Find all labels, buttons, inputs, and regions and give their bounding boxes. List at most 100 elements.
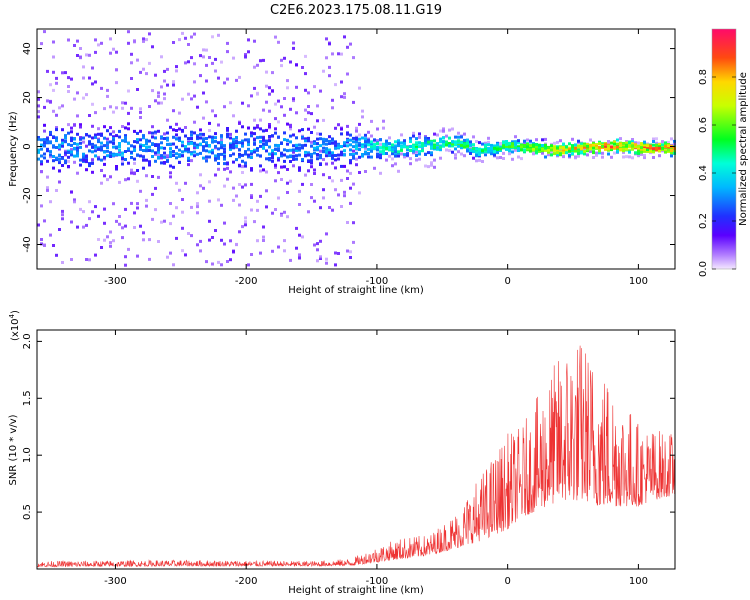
spectrogram-cell — [172, 80, 175, 84]
spectrogram-cell — [145, 149, 148, 153]
spectrogram-cell — [418, 152, 421, 156]
spectrogram-cell — [184, 134, 187, 138]
spectrogram-cell — [358, 86, 361, 90]
spectrogram-cell — [142, 39, 145, 43]
spectrogram-cell — [142, 166, 145, 170]
spectrogram-cell — [235, 194, 238, 198]
spectrogram-cell — [295, 111, 298, 115]
spectrogram-cell — [271, 156, 274, 160]
spectrogram-cell — [244, 132, 247, 136]
spectrogram-cell — [79, 125, 82, 129]
spectrogram-cell — [346, 177, 349, 180]
spectrogram-cell — [472, 147, 475, 150]
spectrogram-cell — [286, 168, 289, 171]
snr-x-tick-label: -300 — [104, 576, 127, 587]
spectrogram-cell — [199, 249, 202, 253]
spectrogram-cell — [202, 116, 205, 120]
spectrogram-cell — [628, 155, 631, 159]
spectrogram-cell — [130, 171, 133, 175]
spectrogram-cell — [469, 149, 472, 152]
spectrogram-cell — [610, 148, 613, 152]
spectrogram-cell — [355, 129, 358, 133]
spectrogram-cell — [178, 111, 181, 115]
spectrogram-cell — [127, 161, 130, 165]
spectrogram-cell — [145, 142, 148, 146]
spectrogram-cell — [136, 138, 139, 142]
spectrogram-cell — [223, 184, 226, 188]
spectrogram-cell — [613, 151, 616, 155]
spectrogram-cell — [529, 144, 532, 148]
spectrogram-cell — [550, 151, 553, 155]
spectrogram-cell — [445, 134, 448, 138]
spectrogram-cell — [286, 155, 289, 159]
spectrogram-cell — [298, 233, 301, 237]
spectrogram-cell — [88, 53, 91, 57]
spectrogram-cell — [163, 97, 166, 101]
spectrogram-cell — [70, 150, 73, 154]
spectrogram-cell — [229, 239, 232, 243]
spectrogram-cell — [604, 142, 607, 146]
spectrogram-cell — [457, 144, 460, 148]
spectrogram-cell — [76, 171, 79, 175]
spectrogram-cell — [355, 144, 358, 148]
spectrogram-cell — [568, 149, 571, 153]
spectrogram-cell — [334, 144, 337, 148]
spectrogram-cell — [190, 152, 193, 156]
spectrogram-cell — [157, 148, 160, 152]
spectrogram-cell — [499, 142, 502, 145]
spectrogram-cell — [286, 149, 289, 153]
spectrogram-cell — [652, 143, 655, 147]
spectrogram-cell — [187, 147, 190, 151]
spectrogram-cell — [352, 56, 355, 60]
spectrogram-cell — [295, 63, 298, 67]
spectrogram-cell — [424, 141, 427, 145]
spectrogram-cell — [244, 216, 247, 220]
spectrogram-cell — [490, 149, 493, 153]
spectrogram-cell — [457, 131, 460, 135]
spectrogram-cell — [562, 155, 565, 159]
spectrogram-cell — [127, 41, 130, 45]
spectrogram-cell — [298, 143, 301, 147]
spectrogram-cell — [367, 147, 370, 151]
spectrogram-cell — [268, 139, 271, 143]
spectrogram-cell — [175, 133, 178, 137]
spectrogram-cell — [574, 143, 577, 147]
spectrogram-cell — [523, 148, 526, 152]
spectrogram-cell — [424, 139, 427, 143]
spectrogram-cell — [463, 154, 466, 158]
spectrogram-cell — [124, 224, 127, 228]
spectrogram-cell — [628, 150, 631, 154]
spectrogram-cell — [310, 140, 313, 144]
spectrogram-cell — [130, 201, 133, 205]
spectrogram-cell — [343, 194, 346, 198]
spectrogram-cell — [112, 137, 115, 141]
spectrogram-cell — [208, 135, 211, 139]
spectrogram-cell — [403, 145, 406, 149]
spectrogram-cell — [97, 157, 100, 161]
spectrogram-cell — [514, 143, 517, 147]
spectrogram-cell — [235, 242, 238, 246]
spectrogram-cell — [343, 149, 346, 153]
spectrogram-cell — [160, 156, 163, 160]
spectrogram-cell — [112, 145, 115, 149]
spectrogram-cell — [106, 144, 109, 148]
spectrogram-cell — [181, 31, 184, 35]
spectrogram-cell — [313, 85, 316, 89]
spectrogram-cell — [349, 152, 352, 156]
spectrogram-cell — [166, 83, 169, 87]
spectrogram-cell — [136, 179, 139, 183]
spectrogram-cell — [106, 94, 109, 98]
spectrogram-cell — [400, 141, 403, 145]
spectrogram-cell — [415, 146, 418, 149]
spectrogram-cell — [115, 152, 118, 156]
spectrogram-cell — [151, 217, 154, 221]
spectrogram-cell — [385, 139, 388, 143]
spectrogram-cell — [283, 56, 286, 60]
spectrogram-cell — [238, 141, 241, 145]
spectrogram-cell — [256, 153, 259, 157]
spectrogram-cell — [262, 235, 265, 239]
spectrogram-cell — [304, 139, 307, 143]
spectrogram-cell — [637, 149, 640, 153]
spectrogram-cell — [496, 151, 499, 155]
spectrogram-cell — [403, 139, 406, 143]
